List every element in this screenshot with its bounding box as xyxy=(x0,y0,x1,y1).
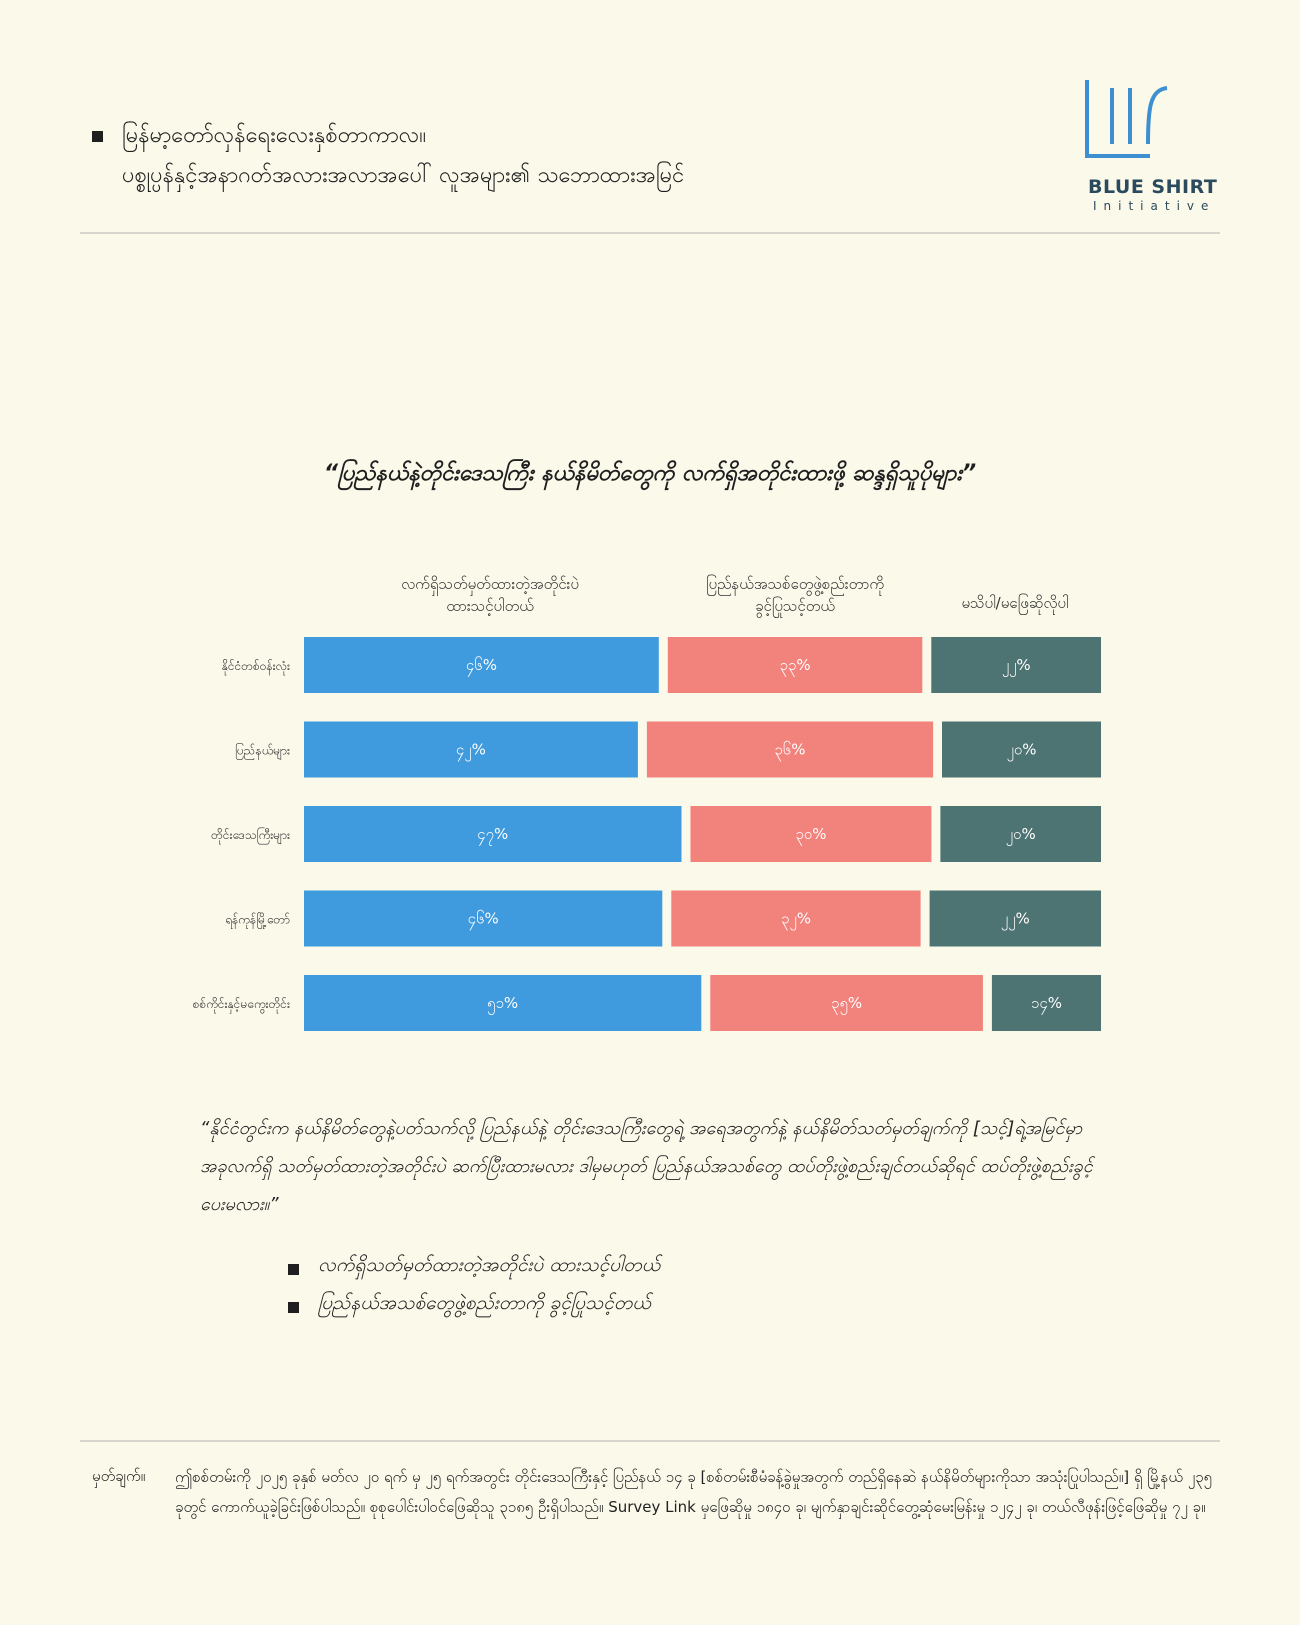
blue-shirt-logo-icon xyxy=(1085,80,1168,158)
bar-segment xyxy=(304,721,638,778)
bullet-square-icon xyxy=(288,1302,299,1313)
bar-value-label: ၃၃% xyxy=(780,656,811,677)
chart-title: “ပြည်နယ်နဲ့တိုင်းဒေသကြီး နယ်နိမိတ်တွေကို… xyxy=(323,461,977,486)
bar-value-label: ၂၂% xyxy=(1002,656,1031,677)
bar-segment xyxy=(304,890,663,947)
bar-segment xyxy=(929,890,1101,947)
bar-segment xyxy=(304,637,659,693)
bar-segment xyxy=(690,806,932,862)
category-label: စစ်ကိုင်းနှင့်မကွေးတိုင်း xyxy=(193,996,290,1014)
header-bullet xyxy=(92,131,103,142)
bar-value-label: ၃၀% xyxy=(795,825,826,846)
stacked-bar-chart: နိုင်ငံတစ်ဝန်းလုံး ၄၆% ၃၃% ၂၂%ပြည်နယ်များ ၄၂… xyxy=(193,637,1101,1031)
legend-label-keep: လက်ရှိသတ်မှတ်ထားတဲ့အတိုင်းပဲ ထားသင့်ပါတယ… xyxy=(365,573,615,617)
bar-value-label: ၃၆% xyxy=(774,741,805,762)
category-label: နိုင်ငံတစ်ဝန်းလုံး xyxy=(222,658,290,676)
bar-segment xyxy=(304,806,682,862)
bar-value-label: ၄၇% xyxy=(477,825,508,846)
bar-segment xyxy=(942,721,1101,778)
bar-segment xyxy=(304,975,702,1031)
legend-label-keep-line2: ထားသင့်ပါတယ် xyxy=(446,597,534,615)
category-label: တိုင်းဒေသကြီးများ xyxy=(211,826,290,845)
legend-label-keep-line1: လက်ရှိသတ်မှတ်ထားတဲ့အတိုင်းပဲ xyxy=(401,575,579,593)
legend-label-new-states-line2: ခွင့်ပြုသင့်တယ် xyxy=(755,597,835,615)
bar-value-label: ၃၂% xyxy=(781,910,811,931)
bar-segment xyxy=(991,975,1101,1031)
bar-value-label: ၅၁% xyxy=(487,994,518,1015)
logo-name: BLUE SHIRT xyxy=(1088,176,1218,198)
note-text: ဤစစ်တမ်းကို ၂၀၂၅ ခုနှစ် မတ်လ ၂၀ ရက် မှ ၂… xyxy=(175,1468,1212,1516)
header-title: မြန်မာ့တော်လှန်ရေးလေးနှစ်တာကာလ။ xyxy=(122,123,427,148)
legend-label-dont-know: မသိပါ/မဖြေဆိုလိုပါ xyxy=(935,592,1095,614)
answer-option-text: လက်ရှိသတ်မှတ်ထားတဲ့အတိုင်းပဲ ထားသင့်ပါတယ… xyxy=(318,1254,661,1276)
bar-value-label: ၂၀% xyxy=(1006,825,1036,846)
bar-value-label: ၄၆% xyxy=(468,910,499,931)
bar-value-label: ၄၆% xyxy=(466,656,497,677)
bar-segment xyxy=(646,721,934,778)
legend-label-dont-know-line1: မသိပါ/မဖြေဆိုလိုပါ xyxy=(961,594,1069,612)
bar-value-label: ၄၂% xyxy=(456,741,486,762)
footer-divider xyxy=(80,1440,1220,1442)
logo-subtitle: Initiative xyxy=(1093,199,1216,213)
header: မြန်မာ့တော်လှန်ရေးလေးနှစ်တာကာလ။ ပစ္စုပ္ပ… xyxy=(0,0,1300,240)
bullet-square-icon xyxy=(288,1264,299,1275)
bar-segment xyxy=(710,975,983,1031)
bar-value-label: ၁၄% xyxy=(1031,994,1062,1015)
header-divider xyxy=(80,232,1220,234)
survey-question: “နိုင်ငံတွင်းက နယ်နိမိတ်တွေနဲ့ပတ်သက်လို့… xyxy=(200,1118,1093,1215)
legend-label-new-states-line1: ပြည်နယ်အသစ်တွေဖွဲ့စည်းတာကို xyxy=(705,575,885,593)
bar-segment xyxy=(671,890,921,947)
header-subtitle: ပစ္စုပ္ပန်နှင့်အနာဂတ်အလားအလာအပေါ် လူအမျာ… xyxy=(122,163,685,188)
category-label: ပြည်နယ်များ xyxy=(235,742,290,761)
legend-label-new-states: ပြည်နယ်အသစ်တွေဖွဲ့စည်းတာကို ခွင့်ပြုသင့်… xyxy=(670,573,920,617)
bar-segment xyxy=(931,637,1101,693)
category-label: ရန်ကုန်မြို့တော် xyxy=(225,911,290,930)
note-label: မှတ်ချက်။ xyxy=(92,1467,146,1485)
bar-value-label: ၃၅% xyxy=(831,994,862,1015)
answer-option-text: ပြည်နယ်အသစ်တွေဖွဲ့စည်းတာကို ခွင့်ပြုသင့်… xyxy=(318,1292,651,1314)
bar-value-label: ၂၂% xyxy=(1001,910,1030,931)
bar-segment xyxy=(940,806,1101,862)
bar-value-label: ၂၀% xyxy=(1006,741,1036,762)
bar-segment xyxy=(667,637,923,693)
